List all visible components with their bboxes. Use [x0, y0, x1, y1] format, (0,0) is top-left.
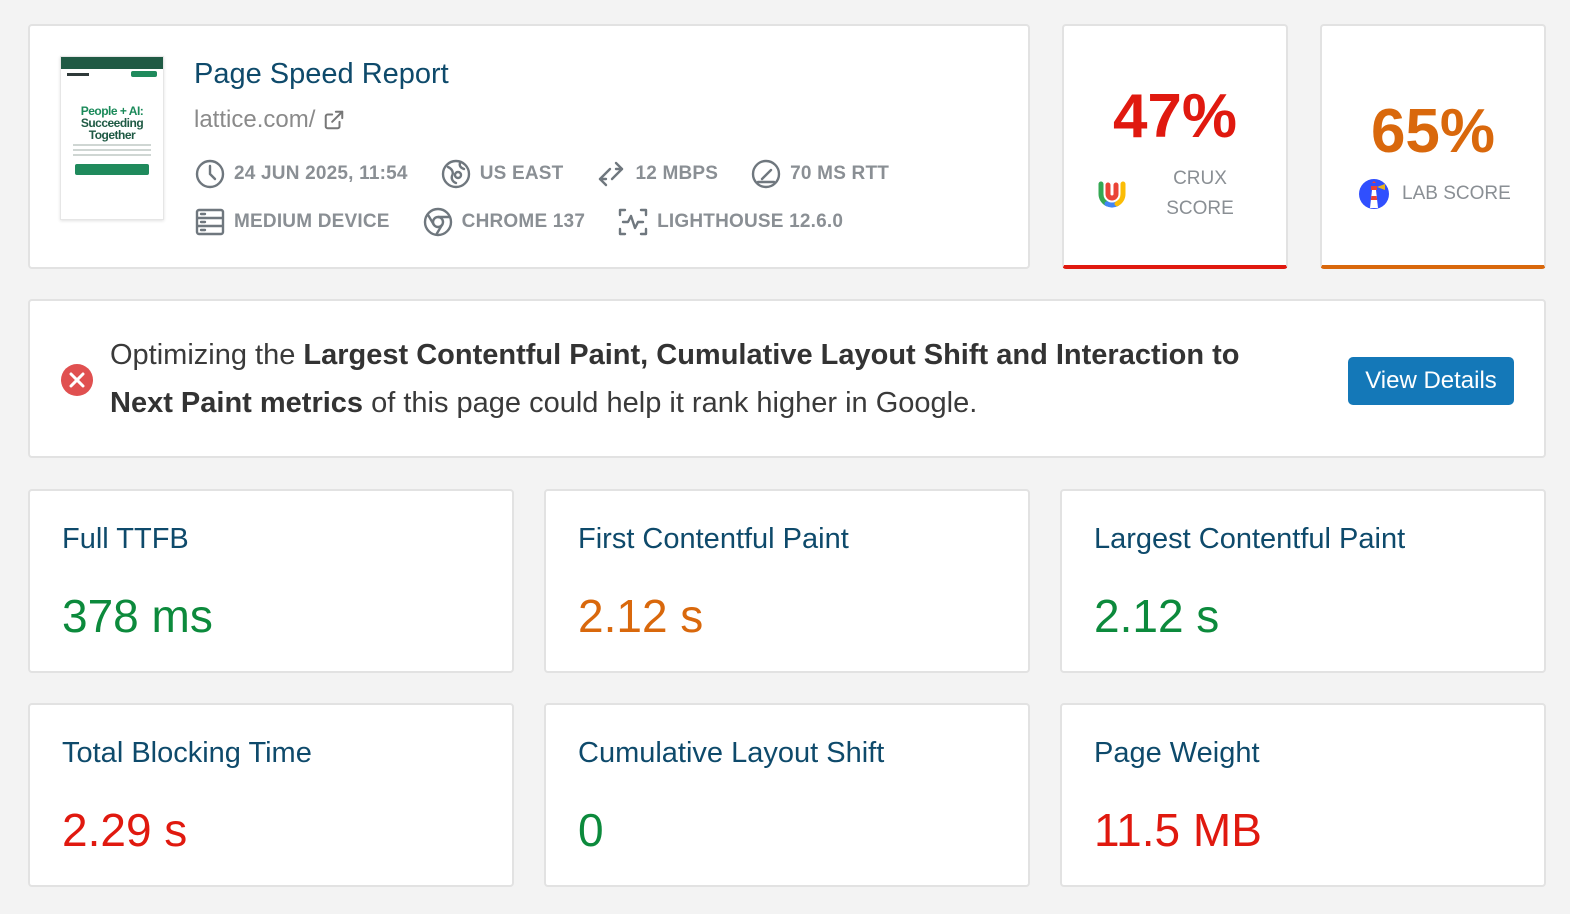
clock-icon	[195, 159, 225, 189]
alert-message: Optimizing the Largest Contentful Paint,…	[110, 331, 1310, 427]
metric-value: 2.12 s	[1094, 590, 1220, 642]
meta-bandwidth: 12 MBPS	[595, 158, 718, 190]
crux-label-line-2: SCORE	[1166, 198, 1234, 219]
metric-label: Cumulative Layout Shift	[578, 737, 885, 769]
meta-lighthouse: LIGHTHOUSE 12.6.0	[617, 206, 843, 238]
metric-label: Full TTFB	[62, 523, 189, 555]
crux-label-wrap: CRUX SCORE	[1094, 164, 1260, 224]
meta-row-2: MEDIUM DEVICE CHROME 137 LIGHTHOUSE 12.6…	[194, 206, 875, 238]
thumbnail-line-2: Succeeding	[80, 116, 144, 130]
lab-label-wrap: LAB SCORE	[1358, 178, 1511, 210]
meta-rtt: 70 MS RTT	[750, 158, 889, 190]
meta-device-text: MEDIUM DEVICE	[234, 211, 390, 232]
metric-card-cls[interactable]: Cumulative Layout Shift 0	[544, 703, 1030, 887]
metric-label: Page Weight	[1094, 737, 1260, 769]
report-header-card: People + AI: Succeeding Together Page Sp…	[28, 24, 1030, 269]
crux-score-card[interactable]: 47% CRUX SCORE	[1062, 24, 1288, 269]
page-url-link[interactable]: lattice.com/	[194, 106, 345, 134]
meta-device: MEDIUM DEVICE	[194, 206, 390, 238]
thumbnail-line-1: People + AI:	[80, 104, 144, 118]
crux-score-label: CRUX SCORE	[1140, 164, 1260, 224]
external-link-icon	[325, 110, 344, 130]
lab-score-card[interactable]: 65% LAB SCORE	[1320, 24, 1546, 269]
page-url-text: lattice.com/	[194, 106, 316, 133]
metric-label: Total Blocking Time	[62, 737, 312, 769]
metric-card-tbt[interactable]: Total Blocking Time 2.29 s	[28, 703, 514, 887]
meta-rtt-text: 70 MS RTT	[790, 163, 890, 184]
gauge-icon	[751, 159, 781, 189]
meta-lighthouse-text: LIGHTHOUSE 12.6.0	[657, 211, 844, 232]
metric-value: 378 ms	[62, 590, 213, 642]
metric-card-fcp[interactable]: First Contentful Paint 2.12 s	[544, 489, 1030, 673]
meta-browser: CHROME 137	[422, 206, 585, 238]
thumbnail-line-3: Together	[88, 128, 136, 142]
chrome-icon	[423, 207, 452, 237]
meta-row-1: 24 JUN 2025, 11:54 US EAST 12 MBPS	[194, 158, 921, 190]
globe-icon	[441, 159, 470, 189]
error-icon	[61, 364, 93, 396]
meta-bandwidth-text: 12 MBPS	[635, 163, 719, 184]
alert-prefix: Optimizing the	[110, 339, 304, 371]
transfer-arrows-icon	[599, 161, 624, 187]
lab-score-label: LAB SCORE	[1402, 183, 1511, 204]
alert-bold-metrics: Largest Contentful Paint, Cumulative Lay…	[110, 339, 1240, 419]
meta-datetime: 24 JUN 2025, 11:54	[194, 158, 408, 190]
metric-card-lcp[interactable]: Largest Contentful Paint 2.12 s	[1060, 489, 1546, 673]
metric-value: 0	[578, 804, 604, 856]
page-title: Page Speed Report	[194, 58, 449, 90]
alert-suffix: of this page could help it rank higher i…	[363, 387, 978, 419]
metric-card-ttfb[interactable]: Full TTFB 378 ms	[28, 489, 514, 673]
meta-browser-text: CHROME 137	[461, 211, 586, 232]
page-thumbnail[interactable]: People + AI: Succeeding Together	[60, 56, 164, 220]
meta-location: US EAST	[440, 158, 564, 190]
lab-score-value: 65%	[1370, 97, 1496, 166]
metric-label: Largest Contentful Paint	[1094, 523, 1406, 555]
metric-value: 2.29 s	[62, 804, 188, 856]
device-icon	[195, 208, 225, 236]
metric-value: 2.12 s	[578, 590, 704, 642]
view-details-button[interactable]: View Details	[1348, 357, 1514, 405]
waveform-frame-icon	[618, 208, 648, 236]
crux-label-line-1: CRUX	[1173, 168, 1227, 189]
metric-value: 11.5 MB	[1094, 804, 1262, 856]
meta-datetime-text: 24 JUN 2025, 11:54	[234, 163, 408, 184]
lighthouse-logo-icon	[1359, 179, 1389, 209]
metric-label: First Contentful Paint	[578, 523, 849, 555]
meta-location-text: US EAST	[479, 163, 564, 184]
crux-score-value: 47%	[1112, 82, 1238, 151]
crux-logo-icon	[1098, 181, 1126, 208]
recommendation-alert: Optimizing the Largest Contentful Paint,…	[28, 299, 1546, 458]
metric-card-page-weight[interactable]: Page Weight 11.5 MB	[1060, 703, 1546, 887]
